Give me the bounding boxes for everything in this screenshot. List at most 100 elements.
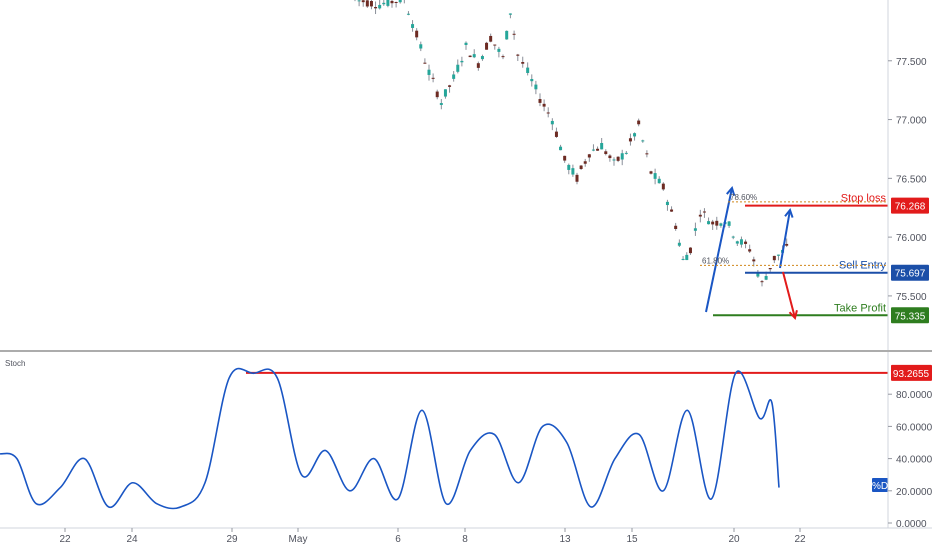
candle-body xyxy=(542,103,546,107)
candle-body xyxy=(501,56,505,58)
candle-body xyxy=(670,209,674,212)
fib-label: 61.80% xyxy=(702,256,729,265)
projection-arrows xyxy=(705,185,798,321)
stoch-axis-label: 60.0000 xyxy=(896,422,932,433)
candle-body xyxy=(382,2,386,5)
candle-body xyxy=(637,120,641,125)
price-axis-label: 77.000 xyxy=(896,116,927,127)
trade-level-label: Sell Entry xyxy=(839,260,887,272)
candle-body xyxy=(661,183,665,190)
sell-arrow-down-head xyxy=(788,309,798,321)
candle-body xyxy=(472,54,476,58)
candle-body xyxy=(390,0,394,4)
price-axis-label: 75.500 xyxy=(896,292,927,303)
candle-body xyxy=(612,159,616,161)
fib-annotations: 61.80% 78.60% xyxy=(700,193,888,266)
candle-body xyxy=(538,99,542,103)
trade-level-value: 75.697 xyxy=(895,269,926,280)
candle-body xyxy=(624,152,628,154)
candle-body xyxy=(512,33,516,35)
candle-body xyxy=(563,155,567,161)
candle-body xyxy=(485,42,489,50)
stoch-series-badge xyxy=(872,478,888,492)
candle-body xyxy=(493,44,497,46)
candle-body xyxy=(460,60,464,63)
candle-body xyxy=(744,241,748,244)
candle-body xyxy=(505,30,509,40)
candle-body xyxy=(645,153,649,155)
candle-body xyxy=(685,254,689,261)
sell-arrow-down xyxy=(782,271,796,319)
stoch-axis-label: 80.0000 xyxy=(896,390,932,401)
candle-body xyxy=(423,62,427,64)
candle-body xyxy=(476,63,480,68)
time-axis-label: 20 xyxy=(728,534,740,545)
candle-body xyxy=(567,164,571,170)
candle-body xyxy=(456,64,460,72)
candle-body xyxy=(760,281,764,283)
candle-body xyxy=(707,221,711,225)
candle-body xyxy=(394,2,398,4)
candle-body xyxy=(739,239,743,245)
candle-body xyxy=(711,221,715,225)
candle-body xyxy=(497,48,501,52)
trade-level-value: 75.335 xyxy=(895,311,926,322)
price-axis-label: 76.000 xyxy=(896,233,927,244)
time-axis[interactable]: 22 24 29 May 6 8 13 15 20 22 xyxy=(0,527,932,545)
candle-body xyxy=(608,155,612,159)
stochastic-y-axis[interactable]: 80.0000 60.0000 40.0000 20.0000 0.0000 xyxy=(887,352,932,530)
candle-body xyxy=(620,153,624,160)
candle-body xyxy=(731,236,735,238)
candle-body xyxy=(464,42,468,45)
stoch-axis-label: 20.0000 xyxy=(896,487,932,498)
candle-body xyxy=(649,171,653,174)
trade-level-tag xyxy=(891,264,929,281)
candle-body xyxy=(768,267,772,270)
candle-body xyxy=(357,0,361,2)
stochastic-panel: Stoch 93.2655 %D xyxy=(0,359,932,510)
candle-body xyxy=(657,178,661,184)
candle-body xyxy=(550,120,554,125)
time-axis-label: 22 xyxy=(794,534,806,545)
candle-body xyxy=(398,0,402,3)
candle-body xyxy=(530,79,534,82)
candle-body xyxy=(435,91,439,98)
retrace-arrow-up-head xyxy=(784,207,794,218)
trade-level-label: Take Profit xyxy=(834,302,886,314)
candle-body xyxy=(748,249,752,252)
trade-level-value: 76.268 xyxy=(895,202,926,213)
price-y-axis[interactable]: 77.500 77.000 76.500 76.000 75.500 xyxy=(887,0,927,350)
candle-body xyxy=(448,85,452,87)
indicator-title[interactable]: Stoch xyxy=(5,359,25,368)
candle-body xyxy=(653,173,657,179)
stoch-level-tag xyxy=(891,364,932,381)
candle-body xyxy=(715,220,719,226)
candle-body xyxy=(516,54,520,56)
candle-body xyxy=(443,89,447,97)
price-axis-label: 76.500 xyxy=(896,174,927,185)
candle-body xyxy=(688,247,692,254)
candle-body xyxy=(591,149,595,151)
candle-body xyxy=(521,62,525,64)
candle-body xyxy=(415,30,419,38)
stoch-line xyxy=(0,367,780,510)
candle-body xyxy=(756,272,760,277)
candle-body xyxy=(764,276,768,280)
stochastic-levels: 93.2655 xyxy=(246,364,932,381)
candle-body xyxy=(587,154,591,158)
candle-body xyxy=(369,0,373,7)
candle-body xyxy=(681,258,685,260)
stochastic-series: %D xyxy=(0,367,888,510)
candle-body xyxy=(378,4,382,9)
stoch-level-value: 93.2655 xyxy=(893,369,930,380)
candle-body xyxy=(702,211,706,213)
candle-body xyxy=(546,112,550,114)
candle-body xyxy=(785,243,789,246)
time-axis-label: 15 xyxy=(626,534,638,545)
candle-body xyxy=(554,131,558,137)
time-axis-label: May xyxy=(289,534,308,545)
candle-body xyxy=(365,0,369,7)
stoch-axis-label: 40.0000 xyxy=(896,455,932,466)
candle-body xyxy=(386,0,390,6)
candle-body xyxy=(604,151,608,155)
